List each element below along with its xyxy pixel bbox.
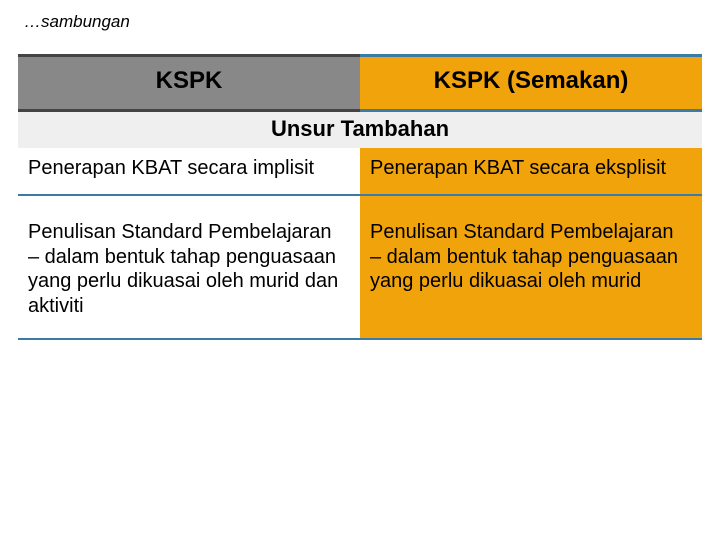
continuation-label: …sambungan <box>18 12 702 32</box>
header-kspk-semakan: KSPK (Semakan) <box>360 54 702 112</box>
cell-left: Penerapan KBAT secara implisit <box>18 148 360 194</box>
table-row: Penerapan KBAT secara implisit Penerapan… <box>18 148 702 196</box>
table-row: Penulisan Standard Pembelajaran– dalam b… <box>18 196 702 340</box>
cell-right: Penulisan Standard Pembelajaran– dalam b… <box>360 196 702 338</box>
cell-right: Penerapan KBAT secara eksplisit <box>360 148 702 194</box>
table-header-row: KSPK KSPK (Semakan) <box>18 54 702 112</box>
slide-container: …sambungan KSPK KSPK (Semakan) Unsur Tam… <box>0 0 720 540</box>
header-kspk: KSPK <box>18 54 360 112</box>
section-unsur-tambahan: Unsur Tambahan <box>18 112 702 148</box>
cell-left: Penulisan Standard Pembelajaran– dalam b… <box>18 196 360 338</box>
comparison-table: KSPK KSPK (Semakan) Unsur Tambahan Pener… <box>18 54 702 340</box>
